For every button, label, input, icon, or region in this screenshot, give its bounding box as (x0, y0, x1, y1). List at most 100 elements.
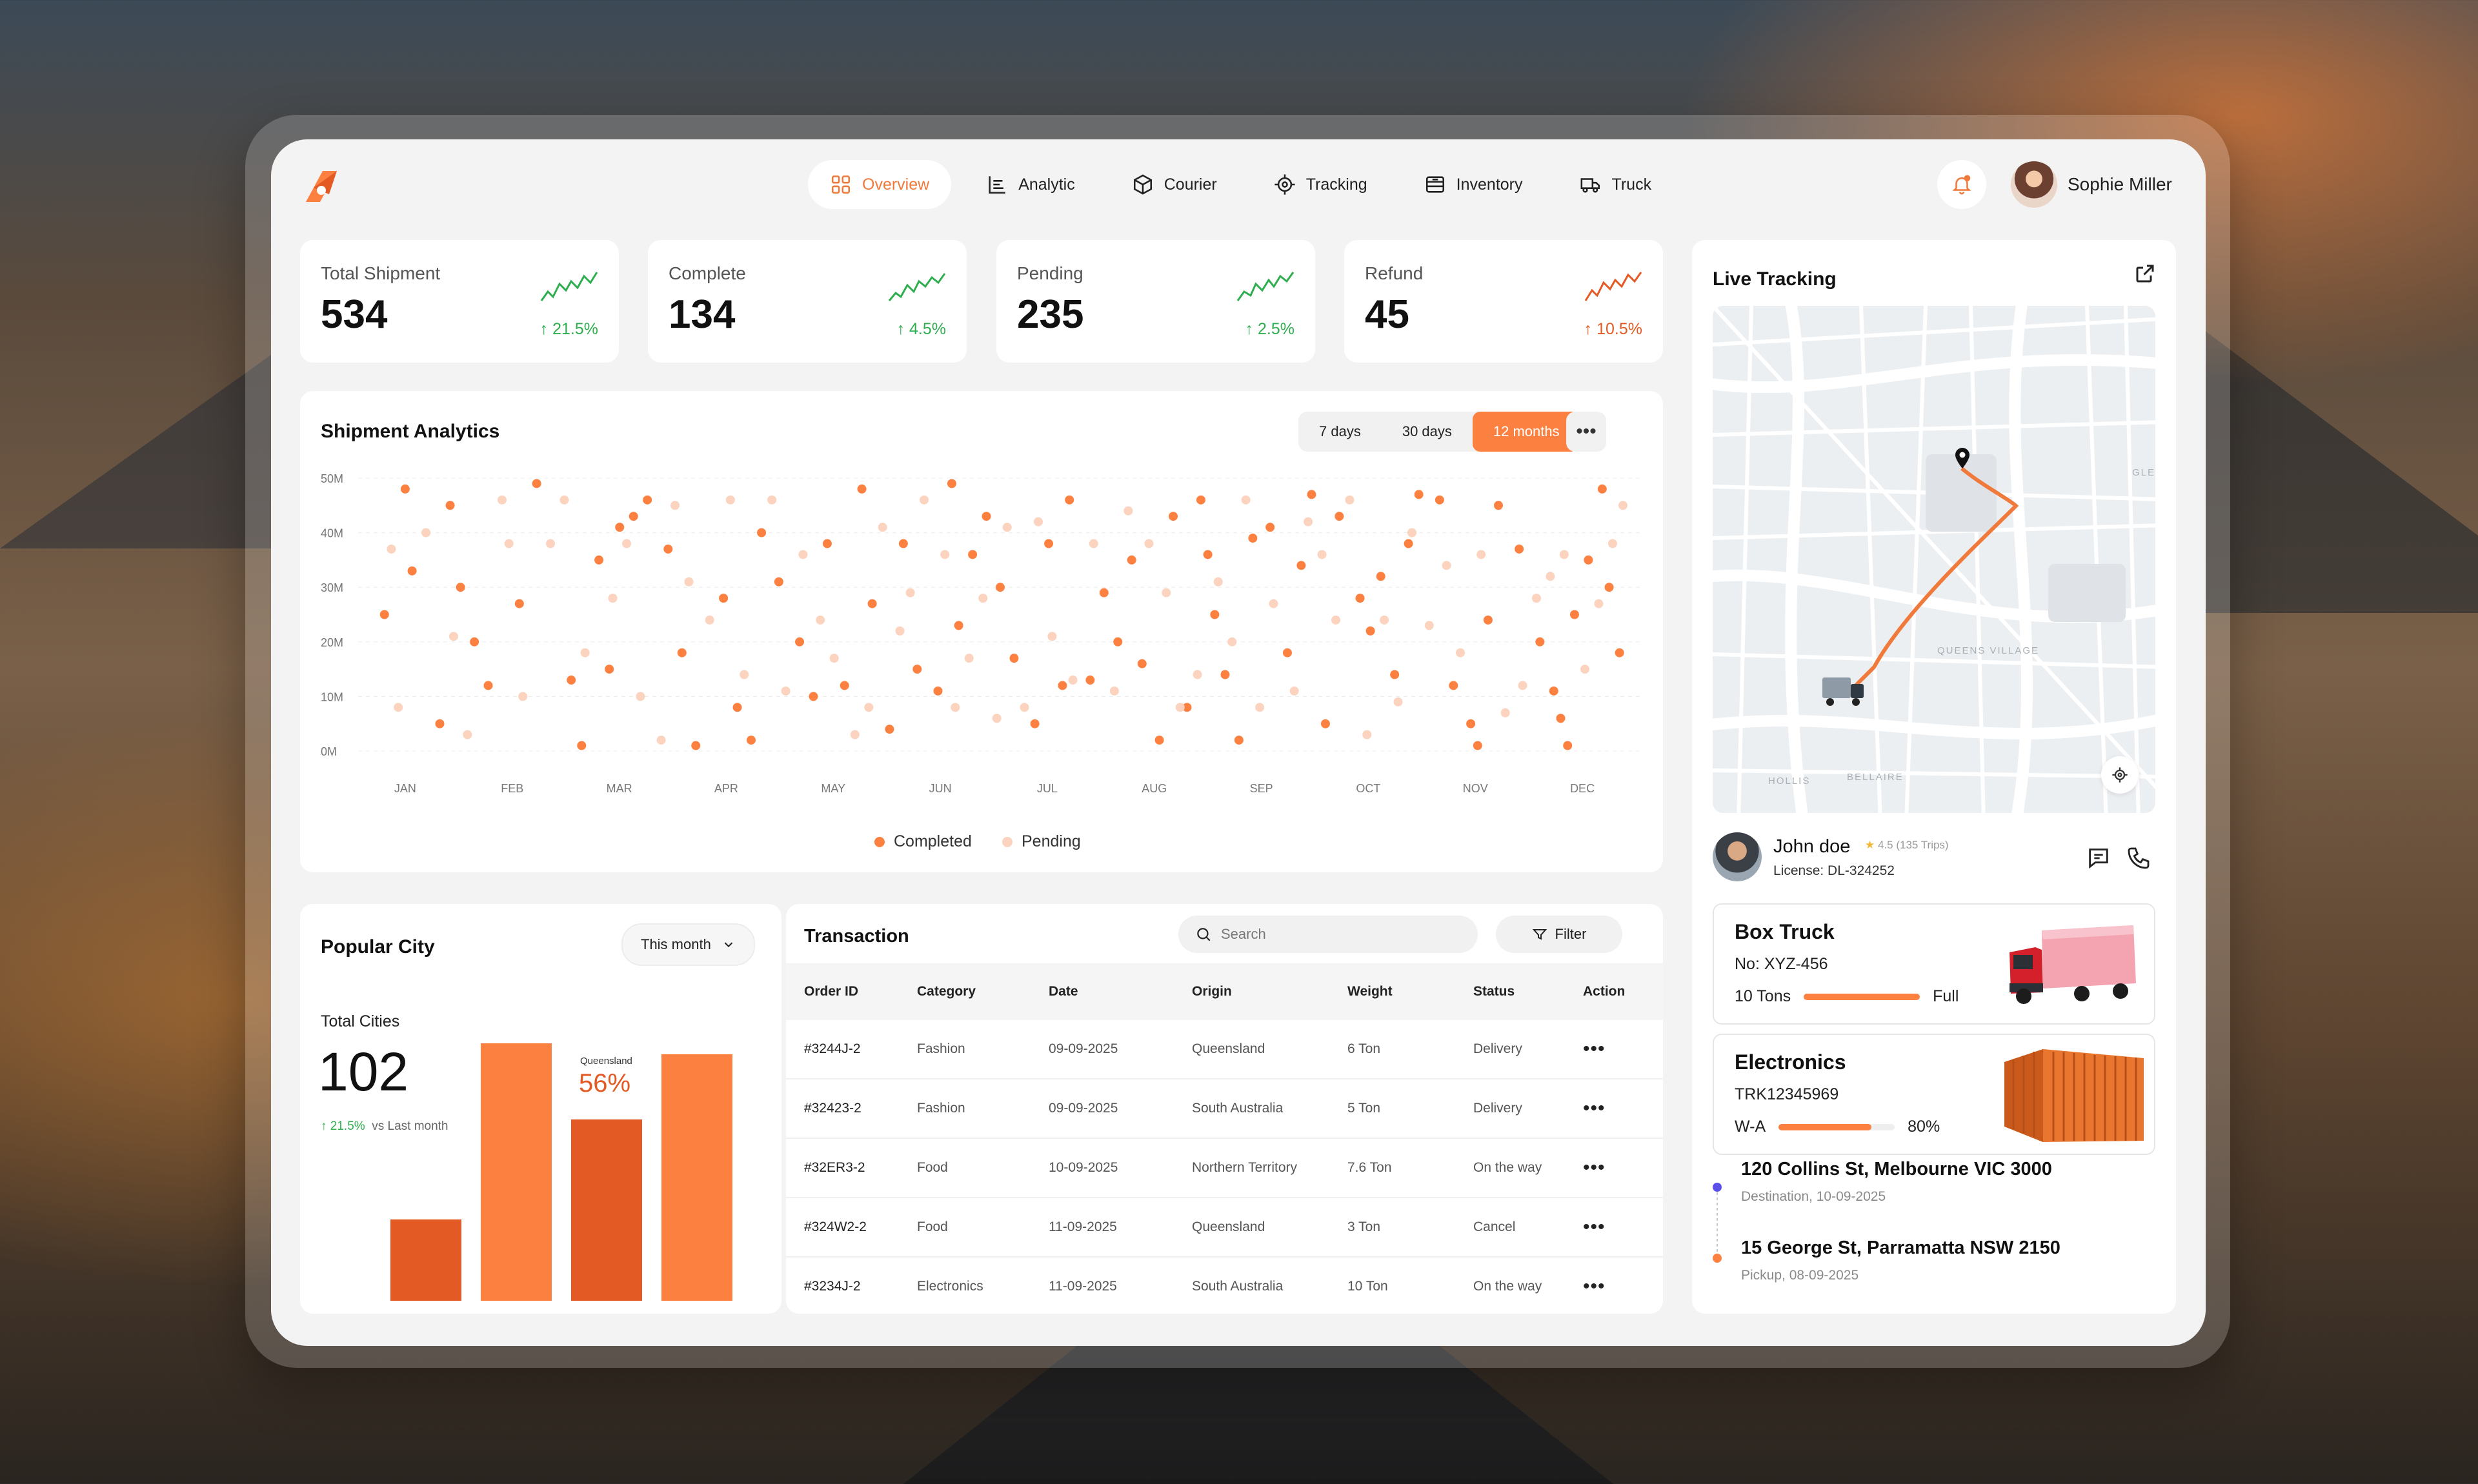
more-options-button[interactable]: ••• (1566, 412, 1606, 452)
scatter-point-completed[interactable] (1449, 681, 1458, 690)
scatter-point-completed[interactable] (435, 719, 445, 728)
scatter-point-pending[interactable] (767, 495, 777, 505)
scatter-point-pending[interactable] (1546, 572, 1555, 581)
scatter-point-pending[interactable] (1109, 686, 1119, 696)
scatter-point-completed[interactable] (1113, 637, 1123, 647)
scatter-point-completed[interactable] (857, 484, 867, 494)
scatter-point-completed[interactable] (1009, 654, 1019, 663)
scatter-point-completed[interactable] (982, 512, 991, 521)
scatter-point-pending[interactable] (1362, 730, 1372, 739)
scatter-point-completed[interactable] (1376, 572, 1385, 581)
scatter-point-pending[interactable] (920, 495, 929, 505)
scatter-point-pending[interactable] (518, 692, 528, 701)
kpi-card-complete[interactable]: Complete 134 ↑ 4.5% (648, 240, 967, 363)
scatter-point-pending[interactable] (1068, 676, 1078, 685)
scatter-point-completed[interactable] (567, 676, 576, 685)
scatter-point-pending[interactable] (705, 615, 714, 625)
scatter-point-completed[interactable] (1296, 561, 1306, 570)
scatter-point-pending[interactable] (608, 594, 618, 603)
search-input[interactable]: Search (1178, 916, 1478, 953)
scatter-point-pending[interactable] (1033, 517, 1043, 526)
scatter-point-completed[interactable] (629, 512, 638, 521)
kpi-card-total-shipment[interactable]: Total Shipment 534 ↑ 21.5% (300, 240, 619, 363)
kpi-card-refund[interactable]: Refund 45 ↑ 10.5% (1344, 240, 1663, 363)
scatter-point-completed[interactable] (1604, 583, 1614, 592)
scatter-point-completed[interactable] (840, 681, 849, 690)
scatter-point-pending[interactable] (1594, 599, 1604, 608)
scatter-point-pending[interactable] (463, 730, 472, 739)
scatter-point-pending[interactable] (1123, 506, 1133, 516)
scatter-point-pending[interactable] (940, 550, 950, 559)
scatter-point-completed[interactable] (732, 703, 742, 712)
scatter-point-completed[interactable] (795, 637, 805, 647)
scatter-point-pending[interactable] (1269, 599, 1278, 608)
tracking-map[interactable]: QUEENS VILLAGE BELLAIRE HOLLIS GLE (1713, 306, 2155, 813)
scatter-point-completed[interactable] (1196, 495, 1205, 505)
scatter-point-pending[interactable] (1424, 621, 1434, 630)
scatter-point-completed[interactable] (407, 566, 417, 576)
user-avatar[interactable] (2011, 161, 2057, 208)
cargo-card[interactable]: Electronics TRK12345969 W-A 80% (1713, 1034, 2155, 1155)
scatter-point-completed[interactable] (1466, 719, 1476, 728)
scatter-point-completed[interactable] (1234, 736, 1244, 745)
column-header[interactable]: Weight (1347, 963, 1473, 1020)
scatter-point-completed[interactable] (1137, 659, 1147, 668)
scatter-point-pending[interactable] (546, 539, 556, 548)
scatter-point-completed[interactable] (757, 528, 767, 537)
table-row[interactable]: #324W2-2 Food 11-09-2025 Queensland 3 To… (786, 1198, 1663, 1258)
column-header[interactable]: Category (917, 963, 1049, 1020)
scatter-point-completed[interactable] (1414, 490, 1424, 499)
column-header[interactable]: Order ID (786, 963, 917, 1020)
external-link-icon[interactable] (2133, 262, 2157, 285)
nav-truck[interactable]: Truck (1558, 160, 1674, 209)
scatter-point-pending[interactable] (1162, 588, 1171, 597)
scatter-point-pending[interactable] (1227, 637, 1237, 647)
scatter-point-completed[interactable] (968, 550, 978, 559)
scatter-point-pending[interactable] (895, 626, 905, 636)
truck-marker-icon[interactable] (1821, 674, 1866, 707)
scatter-point-pending[interactable] (978, 594, 988, 603)
scatter-point-pending[interactable] (580, 648, 590, 657)
scatter-point-completed[interactable] (822, 539, 832, 548)
scatter-point-completed[interactable] (1584, 555, 1593, 565)
kpi-card-pending[interactable]: Pending 235 ↑ 2.5% (996, 240, 1315, 363)
scatter-point-pending[interactable] (1331, 615, 1341, 625)
scatter-point-pending[interactable] (1580, 665, 1590, 674)
scatter-point-pending[interactable] (1407, 528, 1416, 537)
row-actions-button[interactable]: ••• (1583, 1138, 1663, 1198)
scatter-point-pending[interactable] (1456, 648, 1466, 657)
scatter-point-completed[interactable] (643, 495, 652, 505)
scatter-point-completed[interactable] (379, 610, 389, 619)
user-name[interactable]: Sophie Miller (2068, 174, 2172, 194)
scatter-point-pending[interactable] (656, 736, 666, 745)
scatter-point-pending[interactable] (816, 615, 825, 625)
scatter-point-completed[interactable] (1203, 550, 1213, 559)
scatter-point-pending[interactable] (394, 703, 403, 712)
scatter-point-pending[interactable] (878, 523, 887, 532)
scatter-point-pending[interactable] (1193, 670, 1202, 679)
scatter-point-completed[interactable] (947, 479, 956, 488)
stop-destination[interactable]: 120 Collins St, Melbourne VIC 3000 Desti… (1741, 1159, 2052, 1205)
scatter-point-completed[interactable] (470, 637, 479, 647)
row-actions-button[interactable]: ••• (1583, 1257, 1663, 1314)
scatter-point-completed[interactable] (1282, 648, 1292, 657)
scatter-point-completed[interactable] (1320, 719, 1330, 728)
scatter-point-completed[interactable] (719, 594, 729, 603)
phone-icon[interactable] (2126, 845, 2151, 871)
scatter-point-completed[interactable] (933, 686, 943, 696)
scatter-point-pending[interactable] (1476, 550, 1486, 559)
table-row[interactable]: #3244J-2 Fashion 09-09-2025 Queensland 6… (786, 1020, 1663, 1079)
scatter-point-completed[interactable] (1404, 539, 1413, 548)
scatter-point-completed[interactable] (532, 479, 541, 488)
scatter-point-completed[interactable] (1099, 588, 1109, 597)
scatter-point-pending[interactable] (951, 703, 960, 712)
scatter-point-completed[interactable] (1569, 610, 1579, 619)
scatter-point-pending[interactable] (1255, 703, 1265, 712)
scatter-point-completed[interactable] (1030, 719, 1040, 728)
scatter-point-completed[interactable] (1127, 555, 1136, 565)
scatter-point-completed[interactable] (400, 484, 410, 494)
vehicle-card[interactable]: Box Truck No: XYZ-456 10 Tons Full (1713, 903, 2155, 1025)
scatter-point-completed[interactable] (1615, 648, 1624, 657)
scatter-point-pending[interactable] (905, 588, 915, 597)
scatter-point-completed[interactable] (677, 648, 687, 657)
